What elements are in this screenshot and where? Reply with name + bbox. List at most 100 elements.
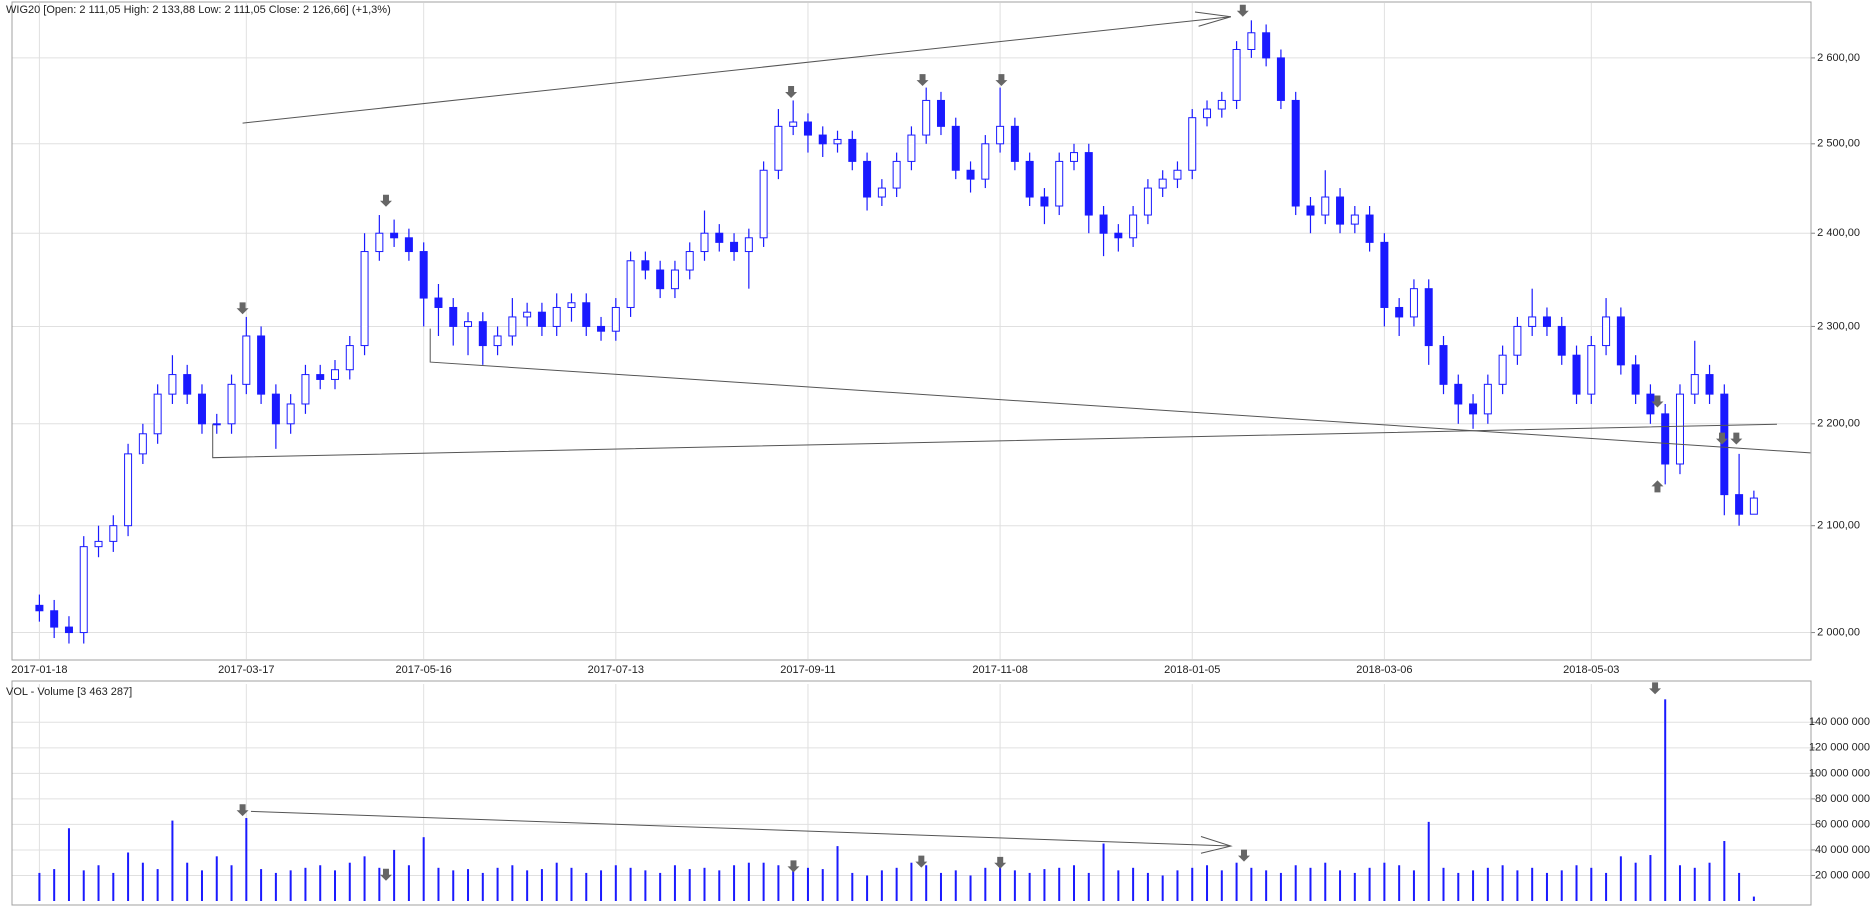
volume-bar bbox=[600, 870, 603, 901]
candle-body bbox=[1217, 99, 1226, 110]
y-tick-label: 2 000,00 bbox=[1817, 626, 1860, 638]
volume-bar bbox=[67, 828, 70, 901]
volume-bar bbox=[1560, 870, 1563, 901]
volume-bar bbox=[82, 870, 85, 901]
candle-body bbox=[922, 99, 931, 136]
volume-bar bbox=[939, 872, 942, 901]
volume-bar bbox=[555, 862, 558, 901]
candle-body bbox=[1542, 316, 1551, 327]
support-line bbox=[430, 329, 1810, 453]
candle-body bbox=[1469, 403, 1478, 415]
x-tick-label: 2017-11-08 bbox=[972, 664, 1027, 676]
volume-bar bbox=[260, 869, 263, 901]
candle-body bbox=[523, 311, 532, 318]
candle-body bbox=[1749, 497, 1758, 515]
volume-bar bbox=[984, 867, 987, 901]
x-tick-label: 2017-09-11 bbox=[780, 664, 835, 676]
support-line bbox=[213, 424, 1777, 457]
volume-bar bbox=[644, 870, 647, 901]
trend-arrowhead bbox=[1195, 12, 1231, 26]
volume-bar bbox=[792, 870, 795, 901]
candle-body bbox=[419, 251, 428, 299]
x-tick-label: 2018-01-05 bbox=[1164, 664, 1220, 676]
candle-body bbox=[1143, 187, 1152, 216]
candle-body bbox=[656, 269, 665, 290]
volume-bar bbox=[1102, 843, 1105, 901]
candle-body bbox=[1587, 345, 1596, 395]
volume-bar bbox=[1708, 862, 1711, 901]
volume-bar bbox=[1516, 870, 1519, 901]
volume-bar bbox=[334, 870, 336, 901]
volume-bar bbox=[703, 867, 706, 901]
volume-panel-frame bbox=[11, 680, 1812, 906]
volume-bar bbox=[688, 869, 691, 901]
volume-bar bbox=[540, 869, 543, 901]
volume-bar bbox=[304, 867, 307, 901]
volume-bar bbox=[806, 867, 809, 901]
candle-body bbox=[685, 251, 694, 271]
grid-layer bbox=[12, 3, 1815, 901]
volume-bar bbox=[1427, 821, 1430, 901]
candle-body bbox=[1350, 214, 1359, 225]
candle-body bbox=[79, 546, 88, 634]
candle-body bbox=[478, 321, 487, 347]
volume-bar bbox=[1545, 872, 1548, 901]
volume-bar bbox=[585, 872, 588, 901]
candle-body bbox=[907, 134, 916, 162]
candle-body bbox=[597, 325, 606, 332]
mark-layer bbox=[35, 20, 1758, 901]
x-tick-label: 2017-05-16 bbox=[396, 664, 452, 676]
candle-body bbox=[345, 345, 354, 371]
volume-bar bbox=[762, 862, 765, 901]
x-tick-label: 2018-03-06 bbox=[1356, 664, 1412, 676]
volume-bar bbox=[53, 869, 56, 901]
candle-body bbox=[1365, 214, 1374, 243]
candle-body bbox=[1055, 160, 1064, 207]
volume-bar bbox=[141, 862, 144, 901]
candle-body bbox=[1010, 125, 1019, 162]
volume-bar bbox=[614, 865, 617, 901]
volume-bar bbox=[1398, 865, 1401, 901]
y-tick-label: 60 000 000 bbox=[1815, 818, 1870, 830]
volume-bar bbox=[1161, 875, 1164, 901]
candle-body bbox=[1232, 48, 1241, 101]
candle-body bbox=[331, 369, 339, 380]
candle-body bbox=[744, 237, 753, 253]
candle-body bbox=[1114, 232, 1123, 239]
candle-body bbox=[1321, 196, 1330, 216]
volume-bar bbox=[97, 865, 100, 901]
candle-body bbox=[1188, 117, 1197, 171]
candle-body bbox=[50, 610, 59, 628]
candle-body bbox=[818, 134, 827, 145]
candle-body bbox=[626, 260, 635, 308]
volume-bar bbox=[821, 869, 824, 901]
candle-body bbox=[316, 374, 325, 380]
y-tick-label: 80 000 000 bbox=[1815, 793, 1870, 805]
volume-bar bbox=[378, 867, 381, 901]
candle-body bbox=[936, 99, 945, 127]
volume-bar bbox=[836, 846, 839, 901]
candle-body bbox=[877, 187, 886, 198]
volume-bar bbox=[718, 870, 721, 901]
candle-body bbox=[1380, 241, 1389, 308]
candle-body bbox=[1099, 214, 1108, 234]
candle-body bbox=[700, 232, 709, 253]
volume-bar bbox=[1472, 870, 1475, 901]
y-tick-label: 40 000 000 bbox=[1815, 844, 1870, 856]
x-tick-label: 2017-07-13 bbox=[588, 664, 644, 676]
candle-body bbox=[1040, 196, 1049, 207]
volume-bar bbox=[511, 865, 514, 901]
volume-bar bbox=[925, 865, 928, 901]
candle-body bbox=[1247, 32, 1256, 50]
candle-body bbox=[390, 232, 399, 239]
volume-bar bbox=[526, 870, 529, 901]
candle-body bbox=[197, 393, 206, 425]
candle-body bbox=[1158, 178, 1167, 189]
candle-body bbox=[951, 125, 960, 171]
y-tick-label: 120 000 000 bbox=[1809, 742, 1870, 754]
volume-bar bbox=[1486, 867, 1489, 901]
candle-body bbox=[493, 335, 502, 347]
y-tick-label: 2 200,00 bbox=[1817, 418, 1860, 430]
volume-bar bbox=[1693, 867, 1696, 901]
